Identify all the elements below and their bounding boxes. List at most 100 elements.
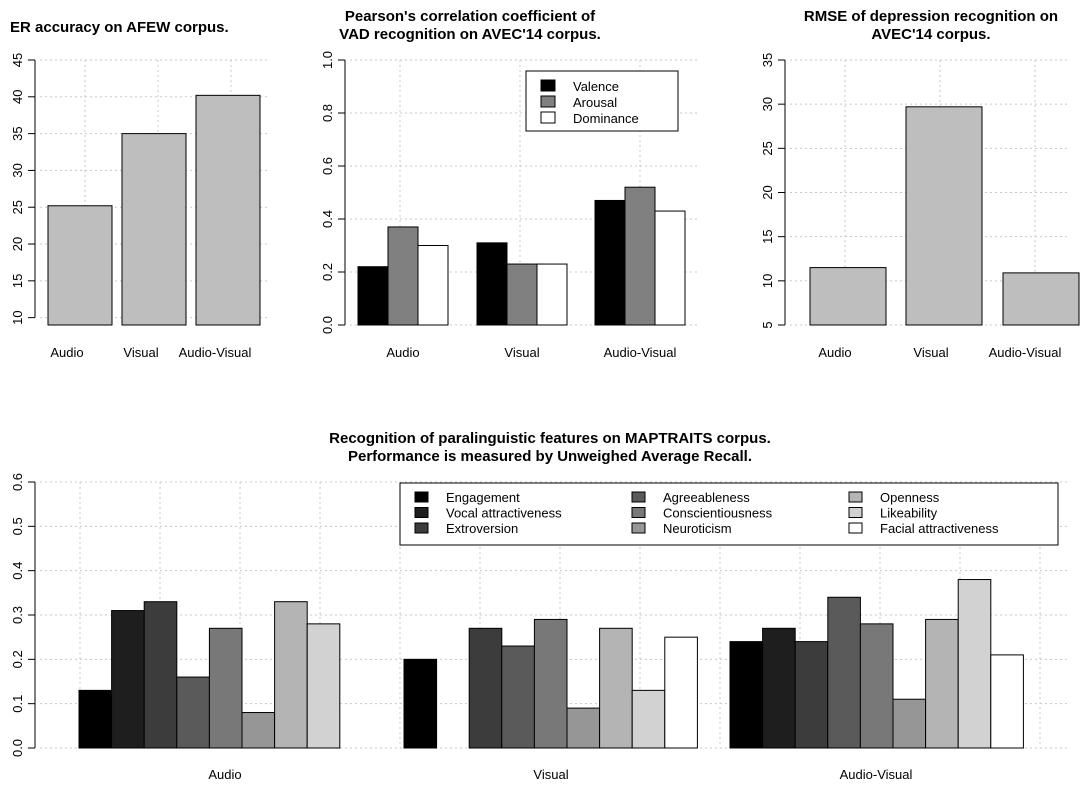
- chart-title: Pearson's correlation coefficient of VAD…: [290, 8, 650, 44]
- x-tick-label: Audio-Visual: [840, 767, 913, 782]
- bar: [78, 689, 113, 749]
- legend-label: Dominance: [573, 111, 639, 126]
- chart-avec-rmse: RMSE of depression recognition on AVEC'1…: [740, 0, 1086, 380]
- legend-label: Arousal: [573, 95, 617, 110]
- y-tick-label: 0.1: [10, 695, 25, 713]
- bar: [274, 601, 308, 749]
- bar: [566, 707, 601, 749]
- bar: [195, 94, 261, 326]
- legend-swatch: [631, 507, 646, 518]
- y-tick-label: 0.3: [10, 606, 25, 624]
- chart-avec-vad: Pearson's correlation coefficient of VAD…: [290, 0, 710, 380]
- chart-title-line: AVEC'14 corpus.: [871, 26, 991, 43]
- chart-title: Recognition of paralinguistic features o…: [200, 430, 900, 466]
- bar: [476, 242, 508, 326]
- y-tick-label: 0.4: [320, 210, 335, 228]
- y-tick-label: 1.0: [320, 51, 335, 69]
- bar: [121, 133, 187, 326]
- bar: [241, 712, 276, 749]
- chart-maptraits: Recognition of paralinguistic features o…: [0, 420, 1086, 785]
- bar: [631, 689, 666, 749]
- bar: [905, 106, 983, 326]
- x-tick-label: Visual: [504, 345, 539, 360]
- bar: [357, 266, 389, 326]
- bar: [892, 698, 927, 749]
- y-tick-label: 40: [10, 90, 25, 104]
- legend-label: Likeability: [880, 506, 938, 521]
- y-tick-label: 15: [760, 229, 775, 243]
- bar: [208, 627, 243, 749]
- chart-title-line: Recognition of paralinguistic features o…: [329, 430, 771, 447]
- bar: [533, 618, 568, 749]
- legend-label: Engagement: [446, 490, 520, 505]
- x-tick-label: Audio: [50, 345, 83, 360]
- legend-swatch: [540, 95, 556, 108]
- x-tick-label: Audio-Visual: [604, 345, 677, 360]
- y-tick-label: 30: [10, 163, 25, 177]
- legend-swatch: [540, 79, 556, 92]
- y-tick-label: 0.6: [10, 473, 25, 491]
- legend-swatch: [848, 491, 863, 503]
- bar: [536, 263, 568, 326]
- y-tick-label: 5: [760, 321, 775, 328]
- y-tick-label: 0.5: [10, 517, 25, 535]
- bar: [794, 641, 829, 749]
- y-tick-label: 10: [760, 274, 775, 288]
- bar: [47, 205, 113, 326]
- legend-swatch: [631, 491, 646, 503]
- x-tick-label: Visual: [533, 767, 568, 782]
- y-tick-label: 25: [760, 141, 775, 155]
- legend-swatch: [631, 522, 646, 534]
- chart-svg: 10 15 20 25 30 35 40 45 Audio Visual Audio-Visual: [10, 53, 268, 360]
- bar: [664, 636, 698, 749]
- bar: [176, 676, 210, 749]
- bar: [1002, 272, 1080, 326]
- x-tick-label: Audio: [386, 345, 419, 360]
- bar: [143, 601, 178, 749]
- y-tick-label: 0.0: [320, 316, 335, 334]
- chart-svg: 5 10 15 20 25 30 35 Audio Visual Audio-Visual: [760, 53, 1080, 360]
- bar: [925, 618, 959, 749]
- bar: [827, 596, 861, 749]
- y-tick-label: 0.4: [10, 562, 25, 580]
- legend-label: Extroversion: [446, 521, 518, 536]
- legend-label: Neuroticism: [663, 521, 732, 536]
- bar: [729, 641, 764, 749]
- y-tick-label: 25: [10, 200, 25, 214]
- chart-title: RMSE of depression recognition on AVEC'1…: [770, 8, 1086, 44]
- legend-swatch: [540, 111, 556, 124]
- legend-box: [399, 482, 1059, 546]
- chart-title-line: ER accuracy on AFEW corpus.: [10, 19, 229, 36]
- legend-label: Vocal attractiveness: [446, 506, 562, 521]
- x-tick-label: Audio-Visual: [989, 345, 1062, 360]
- legend-swatch: [848, 522, 863, 534]
- bar: [594, 199, 626, 326]
- bar: [111, 610, 145, 749]
- chart-svg: 0.0 0.1 0.2 0.3 0.4 0.5 0.6 Audio Visual Audio-Vi…: [10, 473, 1070, 782]
- y-tick-label: 20: [10, 237, 25, 251]
- chart-title-line: Pearson's correlation coefficient of: [344, 8, 596, 25]
- y-tick-label: 0.8: [320, 104, 335, 122]
- y-tick-label: 10: [10, 310, 25, 324]
- x-tick-label: Visual: [123, 345, 158, 360]
- bar: [859, 623, 894, 749]
- legend-label: Agreeableness: [663, 490, 750, 505]
- y-tick-label: 0.2: [320, 263, 335, 281]
- bar: [990, 654, 1024, 749]
- chart-title-line: VAD recognition on AVEC'14 corpus.: [339, 26, 601, 43]
- bar: [468, 627, 503, 749]
- y-tick-label: 35: [760, 53, 775, 67]
- legend-label: Facial attractiveness: [880, 521, 999, 536]
- bar: [417, 245, 449, 326]
- bar: [809, 267, 887, 326]
- y-tick-label: 20: [760, 185, 775, 199]
- chart-title-line: Performance is measured by Unweighed Ave…: [347, 448, 753, 465]
- x-tick-label: Visual: [913, 345, 948, 360]
- x-tick-label: Audio-Visual: [179, 345, 252, 360]
- chart-title: ER accuracy on AFEW corpus.: [10, 19, 229, 37]
- bar: [654, 210, 686, 326]
- bar: [624, 186, 656, 326]
- legend-swatch: [414, 522, 429, 534]
- chart-svg: 0.0 0.2 0.4 0.6 0.8 1.0 Audio Visual Audio-Visua…: [320, 51, 698, 360]
- y-tick-label: 0.0: [10, 739, 25, 757]
